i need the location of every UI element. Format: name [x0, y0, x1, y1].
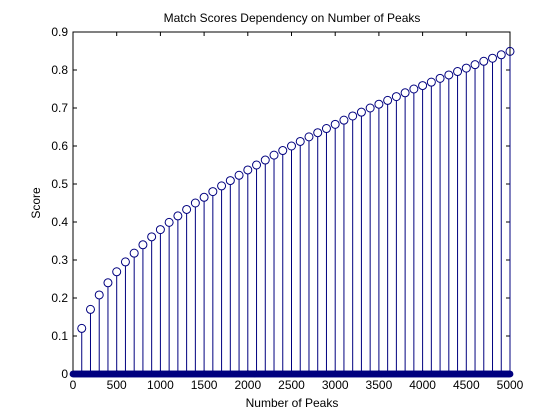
x-axis-title: Number of Peaks — [246, 396, 339, 410]
y-tick-label: 0 — [61, 367, 68, 381]
x-tick-label: 4500 — [453, 378, 480, 392]
y-tick-label: 0.5 — [51, 177, 68, 191]
x-tick-label: 4000 — [409, 378, 436, 392]
chart-title: Match Scores Dependency on Number of Pea… — [164, 11, 421, 25]
y-tick-label: 0.3 — [51, 253, 68, 267]
x-tick-label: 0 — [70, 378, 77, 392]
y-tick-label: 0.9 — [51, 25, 68, 39]
y-tick-label: 0.7 — [51, 101, 68, 115]
x-tick-label: 3500 — [366, 378, 393, 392]
x-tick-label: 2000 — [234, 378, 261, 392]
x-tick-label: 3000 — [322, 378, 349, 392]
y-tick-label: 0.6 — [51, 139, 68, 153]
y-tick-label: 0.1 — [51, 329, 68, 343]
x-tick-label: 2500 — [278, 378, 305, 392]
x-tick-label: 1500 — [191, 378, 218, 392]
y-tick-label: 0.4 — [51, 215, 68, 229]
y-tick-label: 0.2 — [51, 291, 68, 305]
x-tick-label: 1000 — [147, 378, 174, 392]
x-tick-label: 500 — [107, 378, 127, 392]
y-tick-label: 0.8 — [51, 63, 68, 77]
x-tick-label: 5000 — [497, 378, 524, 392]
y-axis-title: Score — [29, 187, 43, 219]
